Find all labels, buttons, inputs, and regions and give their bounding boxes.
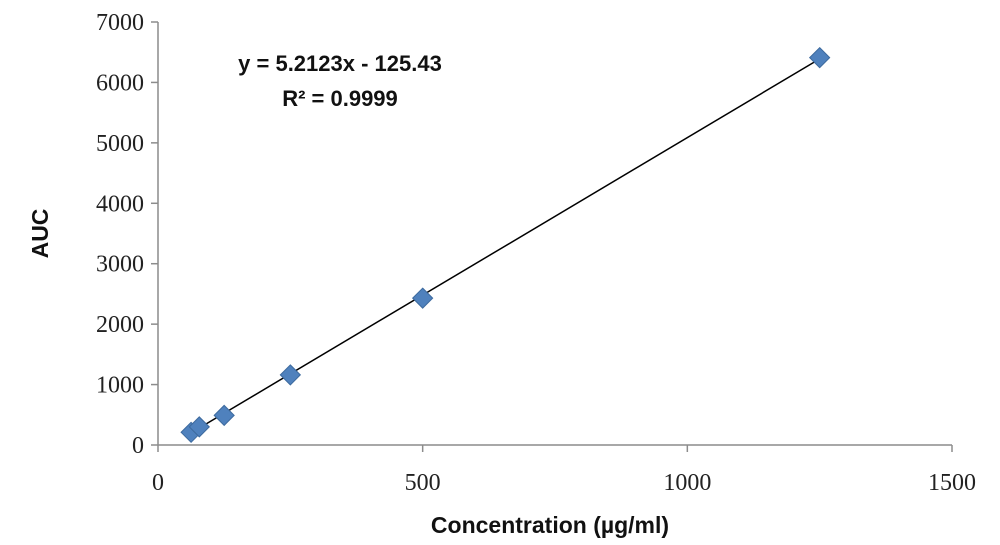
trendline-equation: y = 5.2123x - 125.43	[238, 51, 442, 76]
r-squared-label: R² = 0.9999	[282, 86, 398, 111]
y-axis-ticks: 0 1000 2000 3000 4000 5000 6000 7000	[96, 10, 158, 459]
y-tick-label: 4000	[96, 191, 144, 217]
y-tick-label: 0	[132, 433, 144, 459]
x-tick-label: 1000	[663, 470, 711, 496]
y-tick-label: 7000	[96, 10, 144, 36]
data-point	[808, 46, 831, 69]
data-point	[188, 416, 210, 438]
data-point	[213, 404, 235, 427]
x-tick-label: 1500	[928, 470, 976, 496]
y-tick-label: 6000	[96, 70, 144, 96]
axes	[157, 22, 952, 446]
y-tick-label: 3000	[96, 252, 144, 278]
data-points	[180, 46, 831, 444]
x-axis-ticks: 0 500 1000 1500	[152, 445, 976, 496]
y-tick-label: 5000	[96, 131, 144, 157]
x-tick-label: 500	[405, 470, 441, 496]
y-tick-label: 2000	[96, 312, 144, 338]
data-point	[279, 364, 302, 386]
y-axis-title: AUC	[27, 209, 53, 259]
y-tick-label: 1000	[96, 373, 144, 399]
data-point	[411, 287, 434, 309]
x-axis-title: Concentration (µg/ml)	[431, 512, 669, 538]
x-tick-label: 0	[152, 470, 164, 496]
